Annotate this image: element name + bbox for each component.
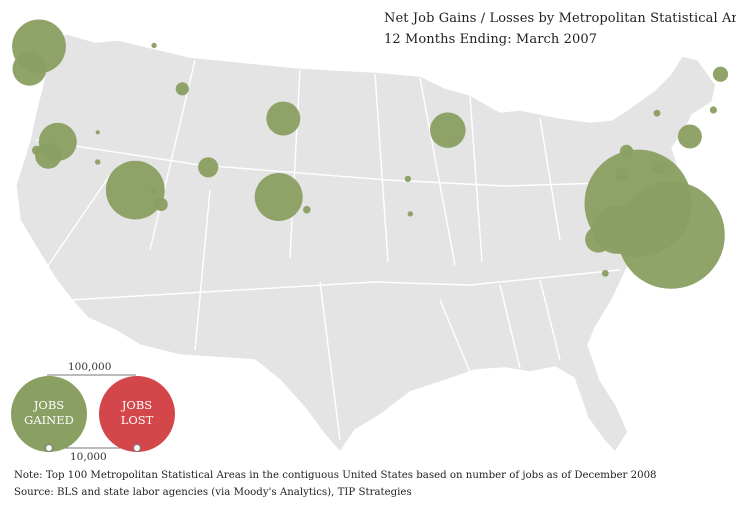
map-bubble-phoenix — [254, 173, 303, 221]
state-borders — [35, 59, 636, 441]
map-bubble-oklahoma-city — [615, 168, 629, 182]
map-bubble-minneapolis — [712, 66, 729, 82]
map-bubble-des-moines — [709, 106, 718, 114]
map-bubble-houston — [617, 181, 725, 289]
us-landmass — [15, 33, 717, 454]
legend-gained-label-1: JOBS — [33, 398, 64, 412]
map-bubble-spokane — [151, 42, 157, 49]
map-bubble-las-vegas — [198, 157, 219, 178]
map-bubble-tulsa — [652, 160, 666, 174]
legend-small-circle-loss — [133, 444, 141, 452]
map-bubble-los-angeles — [105, 160, 165, 220]
map-bubble-denver — [430, 112, 466, 148]
map-bubble-riverside — [150, 187, 158, 195]
map-bubble-kansas-city — [677, 124, 702, 149]
map-bubble-san-diego — [154, 197, 168, 211]
map-bubble-albuquerque — [404, 175, 412, 183]
map-bubble-wichita — [619, 144, 634, 158]
footnote-source: Source: BLS and state labor agencies (vi… — [14, 487, 412, 498]
legend-lost-circle — [99, 376, 175, 452]
map-bubble-boise — [175, 82, 189, 96]
map-bubble-tucson — [303, 205, 311, 214]
map-bubble-fresno — [95, 159, 101, 165]
map-bubble-san-francisco — [31, 145, 42, 155]
map-bubble-el-paso — [407, 211, 413, 217]
map-bubble-omaha — [653, 109, 661, 117]
footnote-note: Note: Top 100 Metropolitan Statistical A… — [14, 470, 657, 481]
map-title: Net Job Gains / Losses by Metropolitan S… — [384, 8, 736, 50]
legend-lost-label-2: LOST — [121, 413, 154, 427]
legend-small-circle-gain — [45, 444, 53, 452]
map-bubble-san-antonio — [585, 226, 612, 253]
map-bubble-reno — [95, 130, 100, 135]
map-bubble-mcallen — [601, 269, 609, 277]
map-bubble-portland — [12, 51, 47, 86]
map-bubble-san-jose — [35, 142, 62, 169]
legend-scale-large-label: 100,000 — [68, 361, 112, 373]
legend-gained-circle — [11, 376, 87, 452]
size-legend: JOBS GAINED JOBS LOST — [11, 374, 175, 452]
legend-lost-label-1: JOBS — [121, 398, 152, 412]
legend-scale-small-label: 10,000 — [70, 451, 107, 463]
map-title-line-2: 12 Months Ending: March 2007 — [384, 32, 598, 47]
map-bubble-colorado-springs — [448, 138, 452, 142]
legend-gained-label-2: GAINED — [24, 413, 74, 427]
bubble-layer — [12, 19, 729, 289]
map-bubble-salt-lake-city — [266, 101, 301, 136]
map-title-line-1: Net Job Gains / Losses by Metropolitan S… — [384, 11, 736, 26]
